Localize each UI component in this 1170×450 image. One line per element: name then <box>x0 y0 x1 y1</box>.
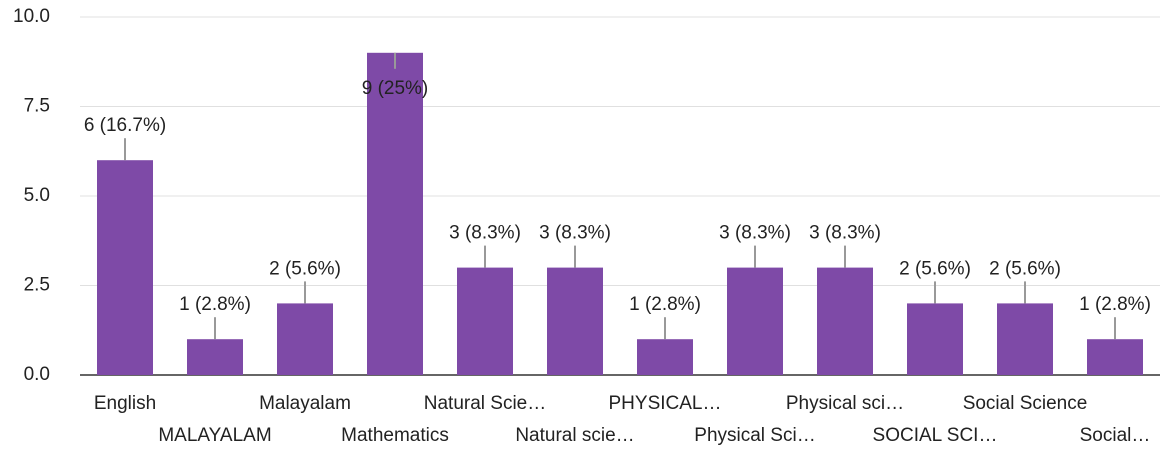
bar <box>727 267 783 375</box>
x-tick-label: SOCIAL SCI… <box>873 425 998 446</box>
value-label: 6 (16.7%) <box>84 115 166 136</box>
bar <box>547 267 603 375</box>
bar <box>277 303 333 375</box>
value-label: 1 (2.8%) <box>179 294 251 315</box>
x-tick-label: Natural scie… <box>515 425 634 446</box>
bar <box>457 267 513 375</box>
x-tick-label: Natural Scie… <box>424 393 547 414</box>
y-tick-label: 5.0 <box>24 185 50 206</box>
x-tick-label: PHYSICAL… <box>609 393 722 414</box>
y-tick-label: 10.0 <box>13 6 50 27</box>
bar <box>1087 339 1143 375</box>
x-tick-label: Physical Sci… <box>694 425 815 446</box>
value-label: 2 (5.6%) <box>989 258 1061 279</box>
value-label: 3 (8.3%) <box>719 223 791 244</box>
value-label: 3 (8.3%) <box>809 223 881 244</box>
x-tick-label: Social… <box>1080 425 1151 446</box>
value-label: 1 (2.8%) <box>629 294 701 315</box>
x-tick-label: MALAYALAM <box>158 425 271 446</box>
x-tick-label: Social Science <box>963 393 1088 414</box>
x-tick-label: Physical sci… <box>786 393 904 414</box>
bar <box>187 339 243 375</box>
value-label: 2 (5.6%) <box>269 258 341 279</box>
x-tick-label: Malayalam <box>259 393 351 414</box>
y-tick-label: 0.0 <box>24 364 50 385</box>
bar <box>817 267 873 375</box>
bar <box>637 339 693 375</box>
value-label: 3 (8.3%) <box>539 223 611 244</box>
y-tick-label: 2.5 <box>24 275 50 296</box>
value-label: 2 (5.6%) <box>899 258 971 279</box>
x-tick-label: Mathematics <box>341 425 449 446</box>
y-tick-label: 7.5 <box>24 96 50 117</box>
bar <box>907 303 963 375</box>
value-label: 1 (2.8%) <box>1079 294 1151 315</box>
value-label: 3 (8.3%) <box>449 223 521 244</box>
bar <box>97 160 153 375</box>
x-tick-label: English <box>94 393 156 414</box>
bar <box>367 52 423 376</box>
bar <box>997 303 1053 375</box>
value-label: 9 (25%) <box>362 78 429 99</box>
